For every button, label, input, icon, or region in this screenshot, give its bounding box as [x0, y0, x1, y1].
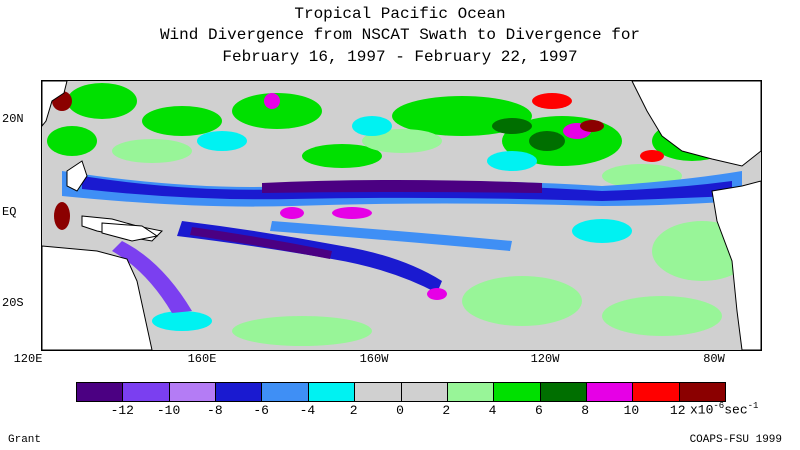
units-base: x10 — [690, 402, 714, 418]
colorbar-tick-label: -8 — [207, 403, 223, 418]
colorbar-cell — [494, 383, 541, 401]
light-green-patches — [112, 129, 752, 346]
source-credit: COAPS-FSU 1999 — [689, 434, 782, 446]
colorbar — [76, 382, 726, 402]
spcz-band — [112, 221, 512, 313]
colorbar-tick-label: 12 — [669, 403, 686, 418]
colorbar-cell — [77, 383, 124, 401]
units-tail: sec — [724, 402, 748, 418]
colorbar-tick-label: 4 — [488, 403, 497, 418]
colorbar-tick-label: -6 — [253, 403, 269, 418]
colorbar-cell — [169, 383, 217, 401]
land — [42, 81, 761, 350]
dark-green-blobs — [492, 118, 565, 151]
colorbar-tick-label: 2 — [442, 403, 451, 418]
colorbar-cell — [679, 383, 726, 401]
units-tail-exponent: -1 — [747, 401, 759, 411]
colorbar-cell — [262, 383, 309, 401]
colorbar-tick-label: 2 — [349, 403, 358, 418]
colorbar-tick-label: -10 — [156, 403, 181, 418]
lon-label-160w: 160W — [359, 352, 389, 366]
colorbar-cell — [540, 383, 587, 401]
colorbar-tick-label: 6 — [534, 403, 543, 418]
colorbar-cell — [401, 383, 448, 401]
map-title: Tropical Pacific Ocean — [294, 5, 506, 23]
lat-label-20s: 20S — [2, 296, 24, 310]
colorbar-tick-label: 8 — [581, 403, 590, 418]
author-credit: Grant — [8, 434, 42, 446]
colorbar-cell — [308, 383, 356, 401]
lon-label-160e: 160E — [187, 352, 217, 366]
colorbar-cell — [123, 383, 170, 401]
colorbar-tick-label: 0 — [396, 403, 404, 418]
divergence-spots — [52, 91, 664, 300]
lon-label-120w: 120W — [530, 352, 560, 366]
colorbar-cell — [633, 383, 680, 401]
map-subtitle: Wind Divergence from NSCAT Swath to Dive… — [159, 26, 641, 44]
lat-label-eq: EQ — [2, 205, 17, 219]
cyan-patches — [152, 116, 632, 331]
lon-label-120e: 120E — [13, 352, 43, 366]
colorbar-cell — [586, 383, 634, 401]
lon-label-80w: 80W — [703, 352, 725, 366]
colorbar-tick-label: 10 — [623, 403, 640, 418]
colorbar-cell — [355, 383, 402, 401]
map-field — [42, 81, 761, 350]
date-range: February 16, 1997 - February 22, 1997 — [222, 48, 578, 66]
lat-label-20n: 20N — [2, 112, 24, 126]
colorbar-tick-label: -4 — [299, 403, 316, 418]
divergence-map — [41, 80, 762, 351]
colorbar-cell — [216, 383, 263, 401]
colorbar-cell — [447, 383, 495, 401]
itcz-band — [62, 171, 742, 207]
colorbar-units: x10-6sec-1 — [690, 401, 758, 417]
units-exponent: -6 — [713, 401, 725, 411]
colorbar-tick-label: -12 — [110, 403, 134, 418]
